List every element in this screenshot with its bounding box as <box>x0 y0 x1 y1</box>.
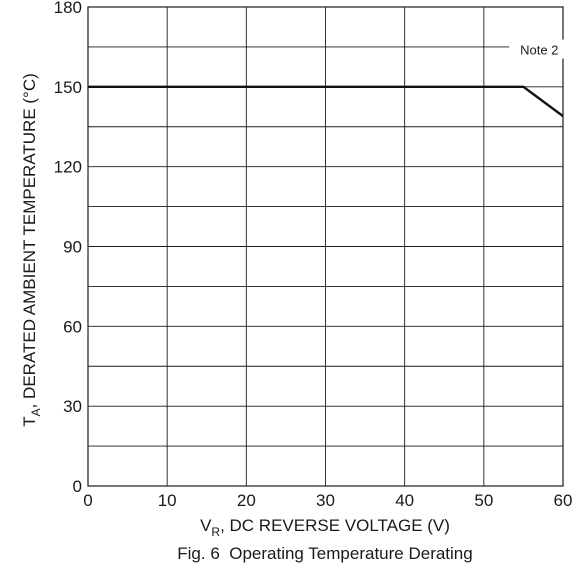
note-label: Note 2 <box>520 43 558 58</box>
x-axis-title-subscript: R <box>211 525 220 539</box>
y-tick-labels: 0 30 60 90 120 150 180 <box>54 0 82 496</box>
y-tick-label: 180 <box>54 0 82 17</box>
y-tick-label: 120 <box>54 158 82 177</box>
y-axis-title-main: T <box>20 416 39 426</box>
y-tick-label: 150 <box>54 78 82 97</box>
note-background <box>509 39 570 59</box>
y-tick-label: 0 <box>73 477 82 496</box>
x-axis-title-rest: , DC REVERSE VOLTAGE (V) <box>220 516 450 535</box>
x-tick-label: 0 <box>83 491 92 510</box>
y-tick-label: 90 <box>63 238 82 257</box>
x-tick-labels: 0 10 20 30 40 50 60 <box>83 491 572 510</box>
y-axis-title-subscript: A <box>29 408 43 416</box>
plot-frame <box>87 6 564 487</box>
y-tick-label: 30 <box>63 397 82 416</box>
y-axis-title: TA, DERATED AMBIENT TEMPERATURE (°C) <box>20 73 43 427</box>
x-axis-title: VR, DC REVERSE VOLTAGE (V) <box>200 516 450 539</box>
y-tick-label: 60 <box>63 317 82 336</box>
y-axis-title-rest: , DERATED AMBIENT TEMPERATURE (°C) <box>20 73 39 408</box>
x-tick-label: 40 <box>395 491 414 510</box>
note-annotation: Note 2 <box>509 39 570 59</box>
x-tick-label: 20 <box>237 491 256 510</box>
x-axis-title-main: V <box>200 516 212 535</box>
x-tick-label: 50 <box>474 491 493 510</box>
derating-line <box>88 85 564 118</box>
series-group <box>88 85 564 118</box>
figure-caption: Fig. 6 Operating Temperature Derating <box>177 544 472 563</box>
x-tick-label: 30 <box>316 491 335 510</box>
x-tick-label: 10 <box>158 491 177 510</box>
x-tick-label: 60 <box>554 491 573 510</box>
